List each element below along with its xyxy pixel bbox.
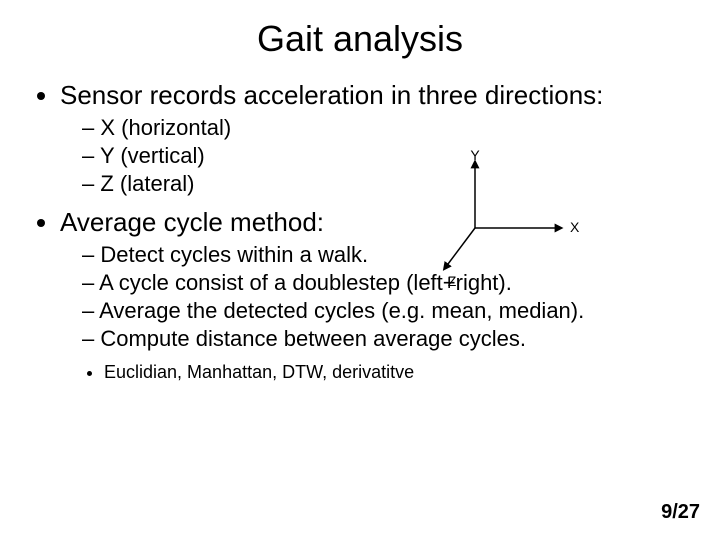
sub-bullet-item: Average the detected cycles (e.g. mean, … bbox=[82, 298, 686, 324]
sub-bullet-item: A cycle consist of a doublestep (left+ri… bbox=[82, 270, 686, 296]
sub-bullet-item: Z (lateral) bbox=[82, 171, 686, 197]
sub-bullet-text: Z (lateral) bbox=[100, 171, 194, 196]
sub-bullet-list: X (horizontal) Y (vertical) Z (lateral) bbox=[60, 115, 686, 197]
sub-bullet-item: Detect cycles within a walk. bbox=[82, 242, 686, 268]
subsub-bullet-item: Euclidian, Manhattan, DTW, derivatitve bbox=[104, 362, 686, 383]
subsub-bullet-text: Euclidian, Manhattan, DTW, derivatitve bbox=[104, 362, 414, 382]
sub-bullet-item: Y (vertical) bbox=[82, 143, 686, 169]
slide-body: Sensor records acceleration in three dir… bbox=[0, 60, 720, 383]
axis-svg: Y X Z bbox=[430, 148, 590, 298]
bullet-item: Sensor records acceleration in three dir… bbox=[60, 80, 686, 197]
y-axis-label: Y bbox=[470, 148, 480, 163]
slide-title: Gait analysis bbox=[0, 0, 720, 60]
bullet-item: Average cycle method: Detect cycles with… bbox=[60, 207, 686, 383]
page-total: 27 bbox=[678, 501, 700, 523]
sub-bullet-text: Y (vertical) bbox=[100, 143, 205, 168]
page-current: 9 bbox=[661, 501, 672, 523]
sub-bullet-item: Compute distance between average cycles. bbox=[82, 326, 686, 352]
sub-bullet-text: Detect cycles within a walk. bbox=[100, 242, 368, 267]
sub-bullet-text: Compute distance between average cycles. bbox=[100, 326, 526, 351]
x-axis-label: X bbox=[570, 219, 580, 235]
sub-bullet-text: Average the detected cycles (e.g. mean, … bbox=[99, 298, 584, 323]
sub-bullet-item: X (horizontal) bbox=[82, 115, 686, 141]
sub-bullet-list: Detect cycles within a walk. A cycle con… bbox=[60, 242, 686, 352]
z-axis-label: Z bbox=[448, 273, 457, 289]
axis-diagram: Y X Z bbox=[430, 148, 590, 298]
z-axis-line bbox=[445, 228, 475, 268]
subsub-bullet-list: Euclidian, Manhattan, DTW, derivatitve bbox=[60, 362, 686, 383]
page-number: 9/27 bbox=[661, 501, 700, 524]
sub-bullet-text: X (horizontal) bbox=[100, 115, 231, 140]
slide: Gait analysis Sensor records acceleratio… bbox=[0, 0, 720, 540]
bullet-text: Sensor records acceleration in three dir… bbox=[60, 80, 603, 110]
bullet-text: Average cycle method: bbox=[60, 207, 324, 237]
